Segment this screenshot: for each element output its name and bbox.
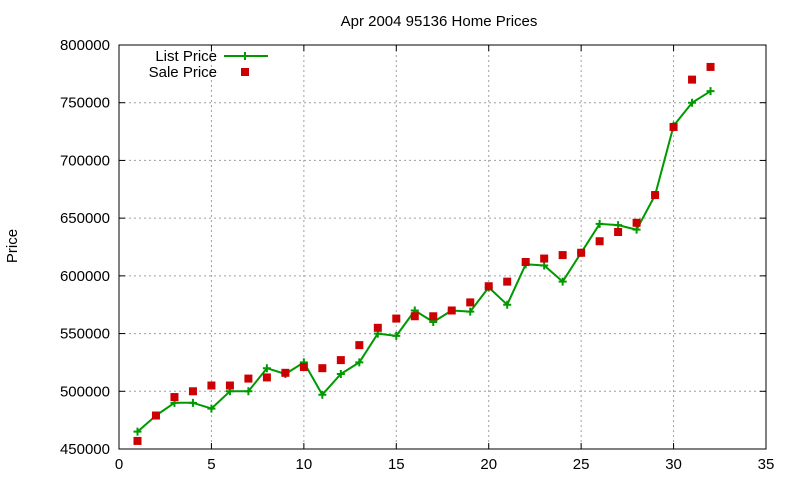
sale-price-point [281,368,290,377]
sale-price-point [318,364,327,373]
sale-price-point [577,248,586,257]
list-price-point [614,221,623,230]
y-tick-label: 700000 [60,152,110,169]
list-price-point [466,307,475,316]
y-tick-label: 750000 [60,95,110,112]
sale-price-point [521,258,530,267]
sale-price-point [540,254,549,263]
list-price-point [244,387,253,396]
sale-price-point [336,356,345,365]
sale-price-point [373,323,382,332]
sale-price-point [466,298,475,307]
list-price-point [262,364,271,373]
y-tick-label: 500000 [60,383,110,400]
list-price-point [688,98,697,107]
sale-price-point [262,373,271,382]
list-price-point [595,219,604,228]
sale-price-point [170,393,179,402]
sale-price-point [133,436,142,445]
sale-price-point [392,314,401,323]
legend-label-list-price: List Price [155,48,217,65]
sale-price-point [669,122,678,131]
sale-price-point [299,363,308,372]
sale-price-point [244,374,253,383]
sale-price-point [410,312,419,321]
sale-price-point [207,381,216,390]
list-price-point [503,300,512,309]
sale-price-point [225,381,234,390]
sale-price-point [706,62,715,71]
y-axis-label: Price [4,229,21,263]
x-tick-label: 10 [296,456,313,473]
sale-price-point [595,237,604,246]
sale-price-point [429,312,438,321]
list-price-point [540,261,549,270]
sale-price-point [688,75,697,84]
list-price-point [558,277,567,286]
x-tick-label: 0 [115,456,123,473]
sale-price-point [503,277,512,286]
sale-price-point [614,227,623,236]
x-tick-label: 25 [573,456,590,473]
list-price-point [392,331,401,340]
sale-price-point [651,191,660,200]
list-price-point [207,404,216,413]
list-price-point [355,358,364,367]
list-price-point [133,427,142,436]
series-layer [133,62,715,445]
list-price-line [136,90,712,433]
sale-price-point [188,387,197,396]
list-price-point [632,225,641,234]
x-tick-label: 20 [480,456,497,473]
list-price-point [706,87,715,96]
y-tick-label: 800000 [60,37,110,54]
plot-frame [118,44,767,450]
y-tick-label: 550000 [60,326,110,343]
legend-label-sale-price: Sale Price [149,64,217,81]
list-price-point [336,369,345,378]
y-tick-label: 650000 [60,210,110,227]
chart-title: Apr 2004 95136 Home Prices [341,13,538,30]
sale-price-point [484,282,493,291]
x-tick-label: 35 [758,456,775,473]
list-price-point [188,398,197,407]
sale-price-point [558,251,567,260]
axis-ticks: 0 5 10 15 20 25 30 35 450000 500000 550000 600000 65… [60,37,774,473]
x-tick-label: 5 [207,456,215,473]
sale-price-point [447,306,456,315]
sale-price-point [355,341,364,350]
y-tick-label: 450000 [60,441,110,458]
sale-price-point [151,411,160,420]
sale-price-point [632,218,641,227]
grid-lines [119,45,766,449]
legend-marker-list-price [241,52,249,60]
list-price-point [318,390,327,399]
y-tick-label: 600000 [60,268,110,285]
legend: List Price Sale Price [149,48,268,81]
x-tick-label: 30 [665,456,682,473]
x-tick-label: 15 [388,456,405,473]
legend-marker-sale-price [241,68,249,76]
